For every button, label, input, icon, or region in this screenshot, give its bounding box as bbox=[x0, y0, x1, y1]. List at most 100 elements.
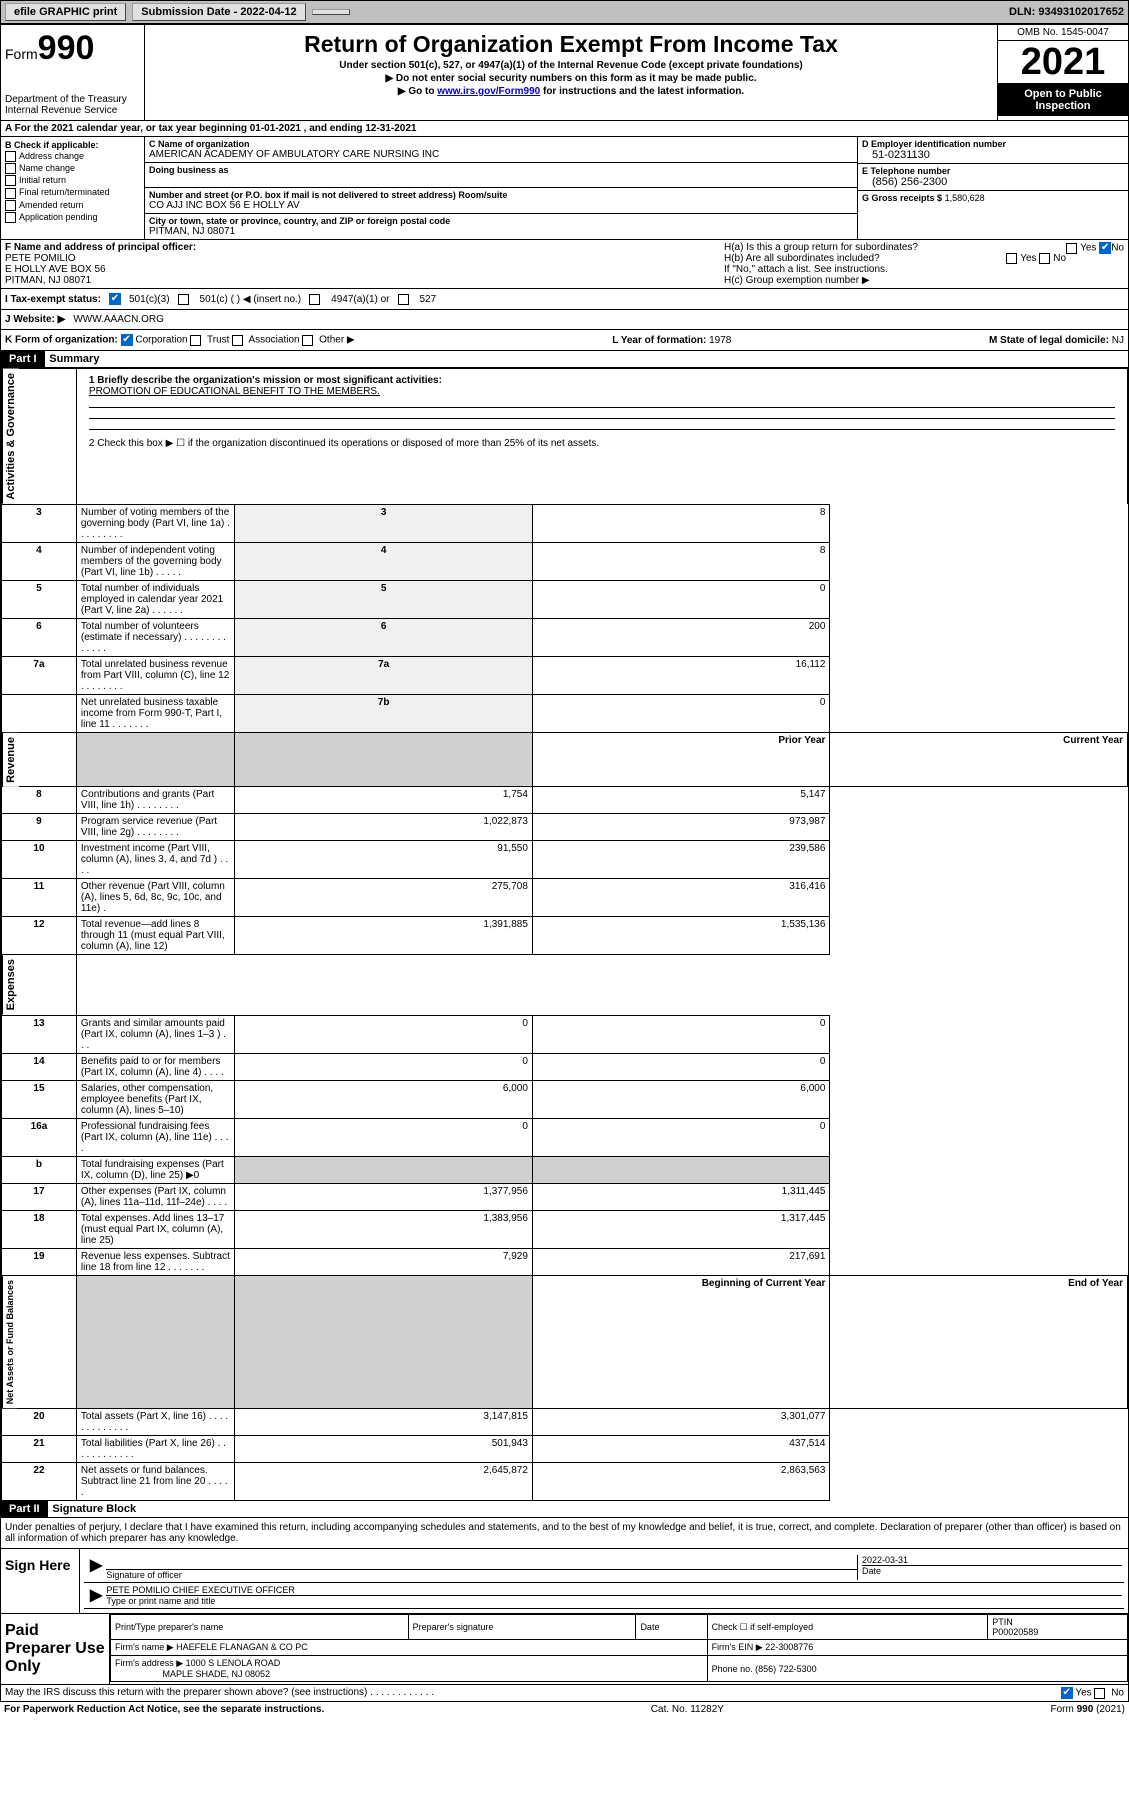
irs-link[interactable]: www.irs.gov/Form990 bbox=[437, 86, 540, 97]
sign-here-row: Sign Here ▶ Signature of officer 2022-03… bbox=[1, 1548, 1128, 1613]
table-row: 11Other revenue (Part VIII, column (A), … bbox=[2, 879, 1128, 917]
website-value: WWW.AAACN.ORG bbox=[73, 314, 164, 325]
preparer-signature-label: Preparer's signature bbox=[408, 1615, 636, 1640]
subtitle-3-pre: ▶ Go to bbox=[398, 86, 437, 97]
table-row: Net unrelated business taxable income fr… bbox=[2, 694, 1128, 732]
table-row: 17Other expenses (Part IX, column (A), l… bbox=[2, 1183, 1128, 1210]
table-row: 14Benefits paid to or for members (Part … bbox=[2, 1053, 1128, 1080]
tax-year: 2021 bbox=[998, 41, 1128, 84]
checkbox-discuss-yes-checked[interactable]: ✔ bbox=[1061, 1687, 1073, 1699]
checkbox-association[interactable] bbox=[232, 335, 243, 346]
line2-checkbox-text: 2 Check this box ▶ ☐ if the organization… bbox=[89, 438, 1115, 449]
subtitle-3-post: for instructions and the latest informat… bbox=[540, 86, 744, 97]
arrow-icon: ▶ bbox=[86, 1585, 106, 1606]
table-row: 19Revenue less expenses. Subtract line 1… bbox=[2, 1248, 1128, 1275]
paperwork-notice: For Paperwork Reduction Act Notice, see … bbox=[4, 1704, 324, 1715]
checkbox-name-change[interactable] bbox=[5, 163, 16, 174]
firm-ein: 22-3008776 bbox=[765, 1642, 813, 1652]
sidebar-expenses: Expenses bbox=[2, 955, 19, 1014]
table-row: 13Grants and similar amounts paid (Part … bbox=[2, 1015, 1128, 1053]
header-left: Form990 Department of the Treasury Inter… bbox=[1, 25, 145, 120]
column-d-info: D Employer identification number 51-0231… bbox=[857, 137, 1128, 239]
website-row: J Website: ▶ WWW.AAACN.ORG bbox=[1, 310, 1128, 330]
checkbox-527[interactable] bbox=[398, 294, 409, 305]
part2-header: Part II bbox=[1, 1501, 48, 1517]
checkbox-hb-no[interactable] bbox=[1039, 253, 1050, 264]
checkbox-ha-yes[interactable] bbox=[1066, 243, 1077, 254]
table-row: 10Investment income (Part VIII, column (… bbox=[2, 841, 1128, 879]
checkbox-final-return[interactable] bbox=[5, 188, 16, 199]
col-current-year: Current Year bbox=[830, 732, 1128, 787]
table-row: 21Total liabilities (Part X, line 26) . … bbox=[2, 1436, 1128, 1463]
officer-name-title: PETE POMILIO CHIEF EXECUTIVE OFFICER bbox=[106, 1585, 1122, 1595]
checkbox-4947[interactable] bbox=[309, 294, 320, 305]
table-row: 12Total revenue—add lines 8 through 11 (… bbox=[2, 917, 1128, 955]
sidebar-net-assets: Net Assets or Fund Balances bbox=[2, 1276, 17, 1408]
mission-label: 1 Briefly describe the organization's mi… bbox=[89, 375, 1115, 386]
checkbox-501c[interactable] bbox=[178, 294, 189, 305]
form-container: Form990 Department of the Treasury Inter… bbox=[0, 24, 1129, 1702]
table-row: 5Total number of individuals employed in… bbox=[2, 580, 1128, 618]
telephone-label: E Telephone number bbox=[862, 166, 1124, 176]
sign-date-label: Date bbox=[862, 1566, 1122, 1576]
city-value: PITMAN, NJ 08071 bbox=[149, 226, 853, 237]
firm-address-1: 1000 S LENOLA ROAD bbox=[186, 1658, 281, 1668]
mission-value: PROMOTION OF EDUCATIONAL BENEFIT TO THE … bbox=[89, 386, 1115, 397]
col-end-year: End of Year bbox=[830, 1275, 1128, 1408]
table-row: 4Number of independent voting members of… bbox=[2, 542, 1128, 580]
submission-date-button[interactable]: Submission Date - 2022-04-12 bbox=[132, 3, 305, 21]
checkbox-amended-return[interactable] bbox=[5, 200, 16, 211]
check-self-employed: Check ☐ if self-employed bbox=[707, 1615, 988, 1640]
checkbox-hb-yes[interactable] bbox=[1006, 253, 1017, 264]
dept-label: Department of the Treasury bbox=[5, 94, 140, 105]
column-c-org-info: C Name of organization AMERICAN ACADEMY … bbox=[145, 137, 857, 239]
row-f-h: F Name and address of principal officer:… bbox=[1, 240, 1128, 289]
blank-button[interactable] bbox=[312, 9, 350, 15]
type-name-label: Type or print name and title bbox=[106, 1596, 1122, 1606]
table-row: 18Total expenses. Add lines 13–17 (must … bbox=[2, 1210, 1128, 1248]
checkbox-corporation-checked[interactable]: ✔ bbox=[121, 334, 133, 346]
gross-receipts-label: G Gross receipts $ bbox=[862, 193, 942, 203]
ein-value: 51-0231130 bbox=[862, 149, 1124, 161]
form-header: Form990 Department of the Treasury Inter… bbox=[1, 25, 1128, 121]
checkbox-address-change[interactable] bbox=[5, 151, 16, 162]
principal-officer: F Name and address of principal officer:… bbox=[1, 240, 720, 288]
checkbox-discuss-no[interactable] bbox=[1094, 1688, 1105, 1699]
org-name-label: C Name of organization bbox=[149, 139, 853, 149]
table-row: 22Net assets or fund balances. Subtract … bbox=[2, 1463, 1128, 1501]
preparer-name-label: Print/Type preparer's name bbox=[111, 1615, 409, 1640]
efile-button[interactable]: efile GRAPHIC print bbox=[5, 3, 126, 21]
table-row: 9Program service revenue (Part VIII, lin… bbox=[2, 814, 1128, 841]
ptin-label: PTIN bbox=[992, 1617, 1013, 1627]
checkbox-trust[interactable] bbox=[190, 335, 201, 346]
preparer-date-label: Date bbox=[636, 1615, 707, 1640]
checkbox-ha-no-checked[interactable]: ✔ bbox=[1099, 242, 1111, 254]
irs-label: Internal Revenue Service bbox=[5, 105, 140, 116]
table-row: 3Number of voting members of the governi… bbox=[2, 504, 1128, 542]
part1-title: Summary bbox=[47, 351, 101, 367]
checkbox-501c3-checked[interactable]: ✔ bbox=[109, 293, 121, 305]
form-title: Return of Organization Exempt From Incom… bbox=[153, 31, 989, 58]
checkbox-initial-return[interactable] bbox=[5, 175, 16, 186]
col-b-title: B Check if applicable: bbox=[5, 140, 140, 150]
col-prior-year: Prior Year bbox=[532, 732, 830, 787]
subtitle-2: ▶ Do not enter social security numbers o… bbox=[153, 73, 989, 84]
org-name-value: AMERICAN ACADEMY OF AMBULATORY CARE NURS… bbox=[149, 149, 853, 160]
ein-label: D Employer identification number bbox=[862, 139, 1124, 149]
hb-note: If "No," attach a list. See instructions… bbox=[724, 264, 1124, 275]
tax-exempt-status-row: I Tax-exempt status: ✔501(c)(3) 501(c) (… bbox=[1, 289, 1128, 310]
checkbox-application-pending[interactable] bbox=[5, 212, 16, 223]
column-b-checkboxes: B Check if applicable: Address change Na… bbox=[1, 137, 145, 239]
block-b-c-d: B Check if applicable: Address change Na… bbox=[1, 137, 1128, 240]
summary-table: Activities & Governance 1 Briefly descri… bbox=[1, 368, 1128, 1501]
group-return-section: H(a) Is this a group return for subordin… bbox=[720, 240, 1128, 288]
part1-header-row: Part I Summary bbox=[1, 351, 1128, 368]
checkbox-other[interactable] bbox=[302, 335, 313, 346]
form-prefix: Form bbox=[5, 46, 38, 62]
table-row: 6Total number of volunteers (estimate if… bbox=[2, 618, 1128, 656]
page-footer: For Paperwork Reduction Act Notice, see … bbox=[0, 1702, 1129, 1717]
paid-preparer-label: Paid Preparer Use Only bbox=[1, 1614, 110, 1684]
form-number: 990 bbox=[38, 29, 95, 67]
sign-date-value: 2022-03-31 bbox=[862, 1555, 1122, 1565]
table-row: bTotal fundraising expenses (Part IX, co… bbox=[2, 1156, 1128, 1183]
